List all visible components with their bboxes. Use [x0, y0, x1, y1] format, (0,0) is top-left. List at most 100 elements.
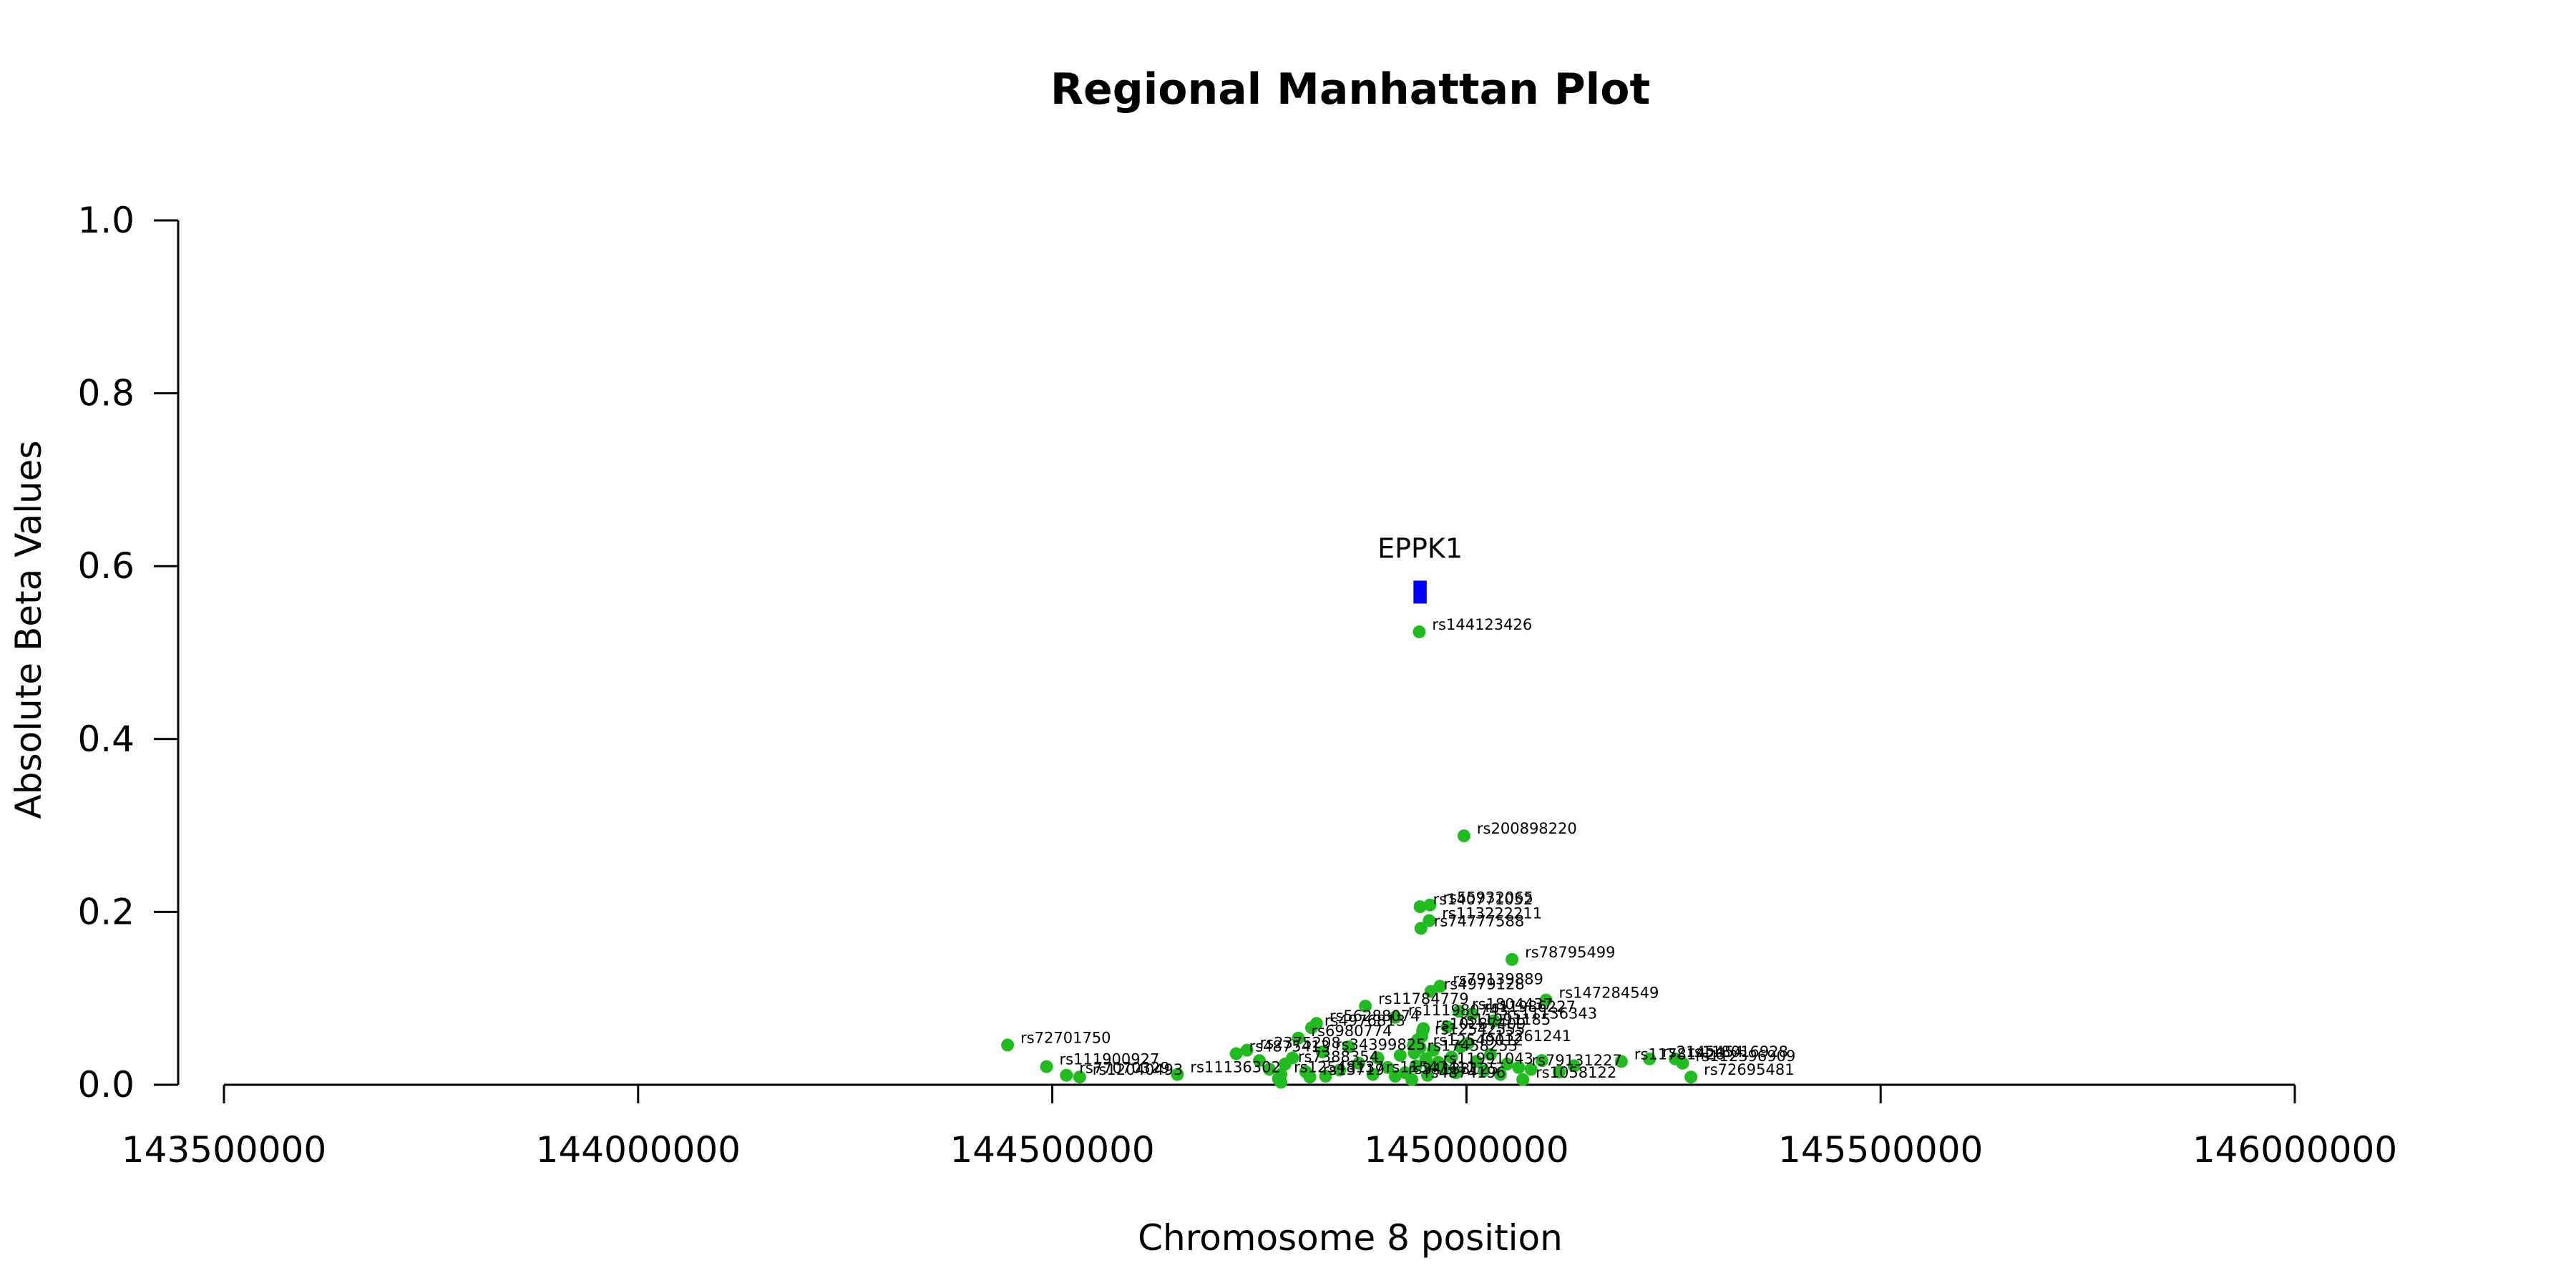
snp-point	[1457, 829, 1470, 843]
snp-label: rs147284549	[1559, 985, 1659, 1002]
snp-label: rs11781426	[1634, 1045, 1724, 1063]
snp-label: rs144123426	[1432, 616, 1532, 633]
x-tick-label: 143500000	[122, 1129, 326, 1171]
snp-point	[1292, 1031, 1305, 1045]
snp-point	[1445, 1050, 1458, 1064]
snp-points	[1001, 625, 1698, 1089]
y-tick-label: 0.4	[77, 718, 135, 760]
snp-point	[1454, 1040, 1468, 1053]
snp-point	[1371, 1051, 1385, 1065]
snp-point	[1684, 1070, 1698, 1084]
snp-point	[1299, 1065, 1312, 1078]
snp-label: rs11136302	[1190, 1059, 1280, 1076]
snp-label: rs79131227	[1531, 1052, 1621, 1069]
snp-point	[1366, 1068, 1380, 1081]
y-tick-label: 0.2	[77, 891, 135, 932]
snp-label: rs72701750	[1020, 1029, 1111, 1046]
snp-label: rs6980774	[1311, 1023, 1392, 1040]
snp-label: rs56288074	[1330, 1008, 1420, 1025]
snp-label: rs11991185	[1460, 1011, 1551, 1028]
y-axis-ticks: 0.0 0.2 0.4 0.6 0.8 1.0	[77, 200, 178, 1106]
snp-label: rs13719	[1323, 1061, 1385, 1078]
snp-label: rs11136343	[1507, 1005, 1597, 1023]
snp-point	[1229, 1047, 1243, 1060]
snp-label: rs17458253	[1427, 1037, 1517, 1054]
snp-point	[1413, 900, 1427, 914]
snp-point	[1614, 1055, 1628, 1068]
snp-point	[1060, 1068, 1073, 1082]
snp-label: rs4875413	[1249, 1038, 1330, 1055]
snp-point	[1477, 1064, 1491, 1078]
snp-label: rs4976813	[1324, 1012, 1405, 1029]
snp-point	[1493, 1068, 1507, 1081]
snp-point	[1315, 1045, 1329, 1059]
snp-labels: rs144123426 rs200898220 rs140771052rs55932…	[1020, 616, 1795, 1081]
snp-label: rs12542555	[1435, 1020, 1525, 1038]
snp-label: rs12549012	[1433, 1032, 1523, 1049]
snp-point	[1567, 1059, 1581, 1073]
snp-label: rs1804437	[1472, 995, 1553, 1013]
snp-point	[1643, 1052, 1657, 1065]
snp-point	[1420, 1068, 1434, 1082]
snp-point	[1240, 1043, 1254, 1057]
snp-label: rs11991043	[1443, 1050, 1533, 1067]
snp-point	[1419, 1052, 1433, 1065]
y-tick-label: 0.6	[77, 545, 135, 587]
snp-point	[1512, 1060, 1526, 1074]
snp-point	[1470, 1055, 1483, 1068]
snp-point	[1539, 993, 1553, 1007]
snp-point	[1388, 1069, 1402, 1083]
snp-point	[1171, 1068, 1184, 1081]
x-axis-label: Chromosome 8 position	[1138, 1217, 1563, 1259]
x-tick-label: 144500000	[950, 1129, 1154, 1171]
y-tick-label: 0.0	[77, 1064, 135, 1106]
gene-bar	[1413, 580, 1427, 604]
snp-point	[1393, 1048, 1407, 1062]
snp-label: rs7388354	[1298, 1048, 1379, 1065]
snp-point	[1333, 1063, 1347, 1077]
snp-point	[1286, 1051, 1299, 1065]
snp-point	[1676, 1056, 1689, 1070]
snp-label: rs10287409	[1435, 1015, 1526, 1033]
snp-label: rs2145454	[1662, 1043, 1743, 1060]
snp-point	[1388, 1010, 1402, 1024]
gene-track: EPPK1	[1377, 532, 1463, 604]
snp-label: rs72695481	[1704, 1061, 1794, 1078]
chart-title: Regional Manhattan Plot	[1050, 64, 1650, 114]
y-axis-label: Absolute Beta Values	[8, 441, 49, 819]
snp-label: rs1058122	[1536, 1064, 1616, 1081]
y-tick-label: 1.0	[77, 200, 135, 241]
snp-point	[1465, 1007, 1479, 1020]
snp-label: rs4874196	[1425, 1064, 1506, 1081]
snp-point	[1359, 1000, 1372, 1013]
snp-label: rs11784779	[1378, 990, 1468, 1008]
x-tick-label: 145000000	[1364, 1129, 1568, 1171]
snp-point	[1516, 1073, 1530, 1086]
snp-label: rs55932065	[1443, 889, 1533, 907]
snp-point	[1342, 1040, 1356, 1053]
snp-label: rs118016928	[1688, 1043, 1788, 1060]
snp-point	[1381, 1060, 1395, 1074]
snp-point	[1423, 898, 1437, 912]
snp-point	[1535, 1054, 1548, 1068]
snp-label: rs78795499	[1525, 944, 1615, 961]
snp-point	[1411, 1033, 1425, 1047]
y-tick-label: 0.8	[77, 373, 135, 414]
snp-point	[1436, 1062, 1450, 1075]
snp-label: rs11986227	[1485, 998, 1576, 1015]
snp-point	[1483, 1048, 1497, 1061]
snp-point	[1253, 1054, 1266, 1068]
snp-point	[1040, 1060, 1053, 1073]
snp-point	[1073, 1070, 1086, 1084]
snp-label: rs111980743	[1408, 1002, 1508, 1019]
snp-point	[1001, 1038, 1015, 1052]
snp-label: rs12040493	[1093, 1061, 1183, 1078]
x-tick-label: 146000000	[2192, 1129, 2397, 1171]
x-tick-label: 144000000	[536, 1129, 741, 1171]
snp-point	[1262, 1063, 1276, 1076]
snp-label: rs12548137	[1294, 1059, 1384, 1076]
snp-point	[1487, 1014, 1501, 1028]
snp-point	[1417, 1022, 1430, 1035]
snp-label: rs11547411	[1386, 1059, 1476, 1076]
